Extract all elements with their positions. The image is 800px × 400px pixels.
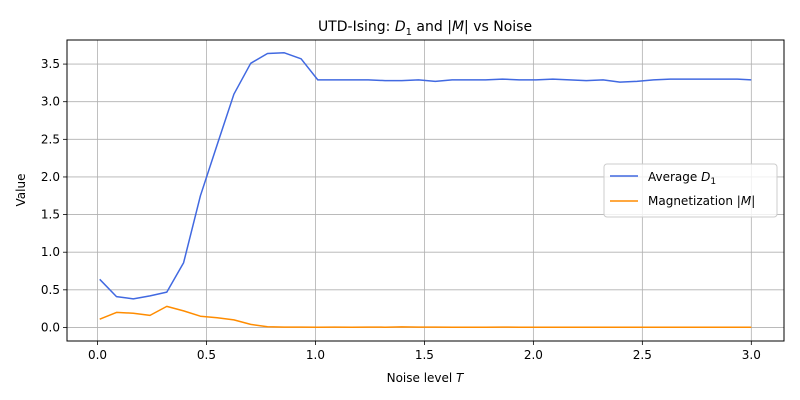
- y-tick-label: 1.0: [41, 245, 60, 259]
- title-text-1: UTD-Ising:: [318, 19, 395, 35]
- x-tick-label: 3.0: [742, 348, 761, 362]
- x-tick-label: 2.5: [633, 348, 652, 362]
- series-lines: [99, 52, 752, 329]
- legend-m-text: Magnetization |: [648, 194, 741, 208]
- chart-title: UTD-Ising: D1 and |M| vs Noise: [318, 19, 532, 38]
- legend-label-d1: Average D1: [648, 170, 716, 187]
- series-line-average-d1: [99, 52, 752, 300]
- legend-m-text-2: |: [751, 194, 755, 208]
- x-axis-title: Noise level T: [387, 371, 465, 385]
- ticks: 0.0 0.5 1.0 1.5 2.0 2.5 3.0 0.0 0.5 1.0 1.5 2.0 2.5 3…: [41, 57, 761, 362]
- legend-d1-text: Average: [648, 170, 701, 184]
- x-tick-label: 2.0: [524, 348, 543, 362]
- legend-label-m: Magnetization |M|: [648, 194, 755, 208]
- x-tick-label: 0.5: [197, 348, 216, 362]
- title-sub-1: 1: [406, 27, 412, 38]
- legend-d1-sub: 1: [710, 177, 716, 187]
- series-line-magnetization: [99, 305, 752, 329]
- y-tick-label: 3.0: [41, 95, 60, 109]
- title-text-3: | vs Noise: [464, 19, 532, 35]
- y-tick-label: 1.5: [41, 208, 60, 222]
- title-text-2: and |: [412, 19, 452, 35]
- y-tick-label: 2.5: [41, 132, 60, 146]
- legend-d1-var: D: [701, 170, 710, 184]
- y-tick-label: 3.5: [41, 57, 60, 71]
- legend: Average D1 Magnetization |M|: [603, 163, 778, 218]
- plot-frame: [66, 39, 785, 342]
- y-axis-title: Value: [14, 174, 28, 207]
- x-tick-label: 1.0: [306, 348, 325, 362]
- x-tick-label: 0.0: [88, 348, 107, 362]
- y-tick-label: 0.5: [41, 283, 60, 297]
- legend-m-var: M: [741, 194, 752, 208]
- x-axis-title-var: T: [456, 371, 465, 385]
- y-tick-label: 0.0: [41, 320, 60, 334]
- x-tick-label: 1.5: [415, 348, 434, 362]
- x-axis-title-text: Noise level: [387, 371, 456, 385]
- title-var-d: D: [395, 19, 406, 35]
- y-tick-label: 2.0: [41, 170, 60, 184]
- legend-box: [603, 163, 778, 218]
- title-var-m: M: [452, 19, 464, 35]
